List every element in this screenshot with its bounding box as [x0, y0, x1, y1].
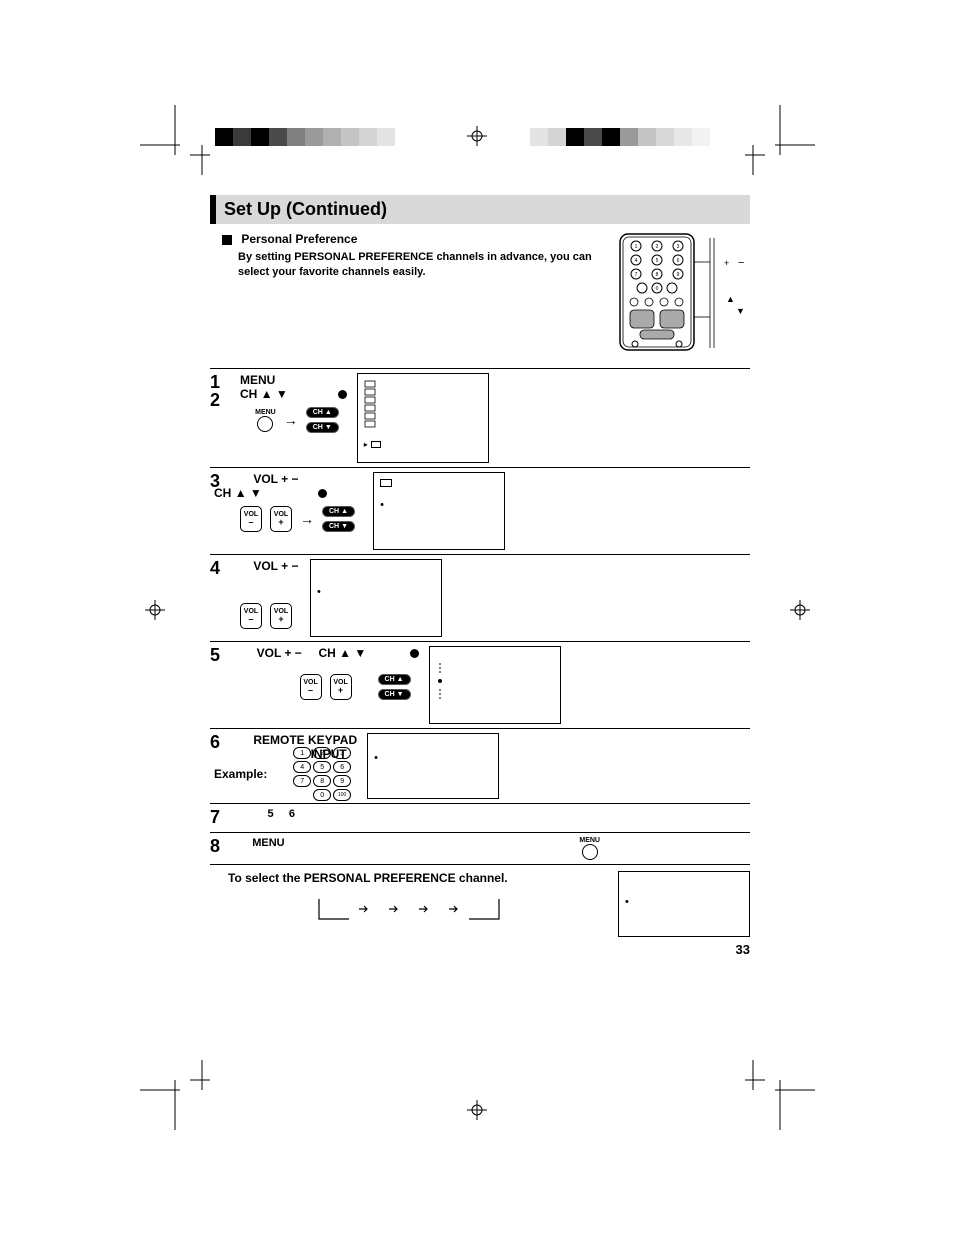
remote-control-diagram: 1 2 3 4 5 6 7 8 9 0: [610, 232, 750, 352]
svg-text:5: 5: [656, 258, 659, 264]
crop-mark-tl: [140, 105, 210, 175]
screen-preview: ▸: [357, 373, 489, 463]
step-5-ch: CH: [318, 646, 335, 660]
menu-label: MENU: [579, 837, 600, 844]
menu-button-icon: MENU: [255, 409, 276, 432]
intro-body: By setting PERSONAL PREFERENCE channels …: [238, 250, 600, 280]
vol-plus-button-icon: VOL+: [270, 603, 292, 629]
ch-down-button-icon: CH▼: [306, 422, 339, 433]
ch-up-button-icon: CH▲: [378, 674, 411, 685]
crop-mark-br: [745, 1060, 815, 1130]
vol-plus-button-icon: VOL+: [330, 674, 352, 700]
screen-preview: •: [367, 733, 499, 799]
step-6-label: REMOTE KEYPAD: [253, 733, 357, 747]
menu-button-icon: MENU: [579, 837, 600, 860]
triangle-icons: ▲ ▼: [261, 387, 288, 401]
step-4: 4 VOL + − VOL– VOL+ •: [210, 554, 750, 637]
step-6: 6 REMOTE KEYPAD INPUT Example: 123 456 7…: [210, 728, 750, 799]
step-number: 8: [210, 837, 232, 855]
registration-target-icon: [467, 1100, 487, 1120]
screen-preview: [429, 646, 561, 724]
triangle-icons: ▲ ▼: [339, 646, 366, 660]
screen-preview: •: [373, 472, 505, 550]
page-number: 33: [736, 942, 750, 957]
step-8-label: MENU: [252, 837, 284, 849]
step-number: 7: [210, 808, 232, 826]
menu-label: MENU: [255, 409, 276, 416]
section-title: Set Up (Continued): [210, 195, 750, 224]
vol-minus-button-icon: VOL–: [300, 674, 322, 700]
svg-text:1: 1: [635, 244, 638, 250]
final-section: To select the PERSONAL PREFERENCE channe…: [210, 864, 750, 937]
svg-text:7: 7: [635, 272, 638, 278]
ch-up-button-icon: CH▲: [306, 407, 339, 418]
triangle-icons: ▲ ▼: [235, 486, 262, 500]
svg-text:8: 8: [656, 272, 659, 278]
crop-mark-tr: [745, 105, 815, 175]
arrow-icon: →: [300, 511, 314, 527]
svg-text:3: 3: [677, 244, 680, 250]
step-2-ch: CH: [240, 387, 257, 401]
step-3-sub-ch: CH: [214, 486, 231, 500]
vol-minus-button-icon: VOL–: [240, 603, 262, 629]
vol-plus-button-icon: VOL+: [270, 506, 292, 532]
ch-down-button-icon: CH▼: [378, 689, 411, 700]
step-number: 2: [210, 391, 232, 409]
rect-icon: [380, 479, 392, 487]
registration-target-icon: [467, 126, 487, 146]
registration-bar-right: [530, 128, 710, 146]
intro-heading: Personal Preference: [241, 232, 357, 246]
step-number: 5: [210, 646, 232, 664]
step-7-a: 5: [268, 808, 274, 820]
step-number: 6: [210, 733, 232, 751]
ch-down-button-icon: CH▼: [322, 521, 355, 532]
svg-text:−: −: [738, 257, 744, 269]
page-content: Set Up (Continued) Personal Preference B…: [210, 195, 750, 937]
step-5: 5 VOL + − CH ▲ ▼ VOL– VOL+: [210, 641, 750, 724]
screen-preview: •: [618, 871, 750, 937]
dot-icon: [318, 489, 327, 498]
step-number: 4: [210, 559, 232, 577]
dot-icon: [410, 649, 419, 658]
svg-text:0: 0: [656, 286, 659, 292]
dot-icon: [338, 390, 347, 399]
svg-text:2: 2: [656, 244, 659, 250]
svg-text:▲: ▲: [726, 294, 735, 304]
select-diagram: [309, 895, 509, 923]
step-1-label: MENU: [240, 373, 275, 387]
step-number: 1: [210, 373, 232, 391]
step-5-vol: VOL + −: [257, 646, 302, 660]
vol-minus-button-icon: VOL–: [240, 506, 262, 532]
square-bullet-icon: [222, 235, 232, 245]
step-7: 7 5 6: [210, 803, 750, 828]
arrow-icon: →: [284, 412, 298, 428]
svg-text:6: 6: [677, 258, 680, 264]
step-3: 3 VOL + − CH ▲ ▼ VOL– VOL+ → CH▲: [210, 467, 750, 550]
step-8: 8 MENU MENU: [210, 832, 750, 860]
step-3-label: VOL + −: [253, 472, 298, 486]
svg-text:4: 4: [635, 258, 638, 264]
registration-bar-left: [215, 128, 395, 146]
final-heading: To select the PERSONAL PREFERENCE channe…: [228, 871, 508, 885]
svg-text:9: 9: [677, 272, 680, 278]
svg-text:▼: ▼: [736, 306, 745, 316]
crop-mark-bl: [140, 1060, 210, 1130]
svg-text:+: +: [724, 258, 729, 268]
ch-up-button-icon: CH▲: [322, 506, 355, 517]
registration-target-icon: [145, 600, 165, 620]
screen-preview: •: [310, 559, 442, 637]
step-7-b: 6: [289, 808, 295, 820]
registration-target-icon: [790, 600, 810, 620]
step-6-example: Example:: [214, 767, 267, 781]
intro-row: Personal Preference By setting PERSONAL …: [210, 232, 750, 352]
step-4-label: VOL + −: [253, 559, 298, 573]
step-1-2: 1 2 MENU CH ▲ ▼ MENU →: [210, 368, 750, 463]
keypad-diagram: 123 456 789 0100: [293, 747, 351, 801]
